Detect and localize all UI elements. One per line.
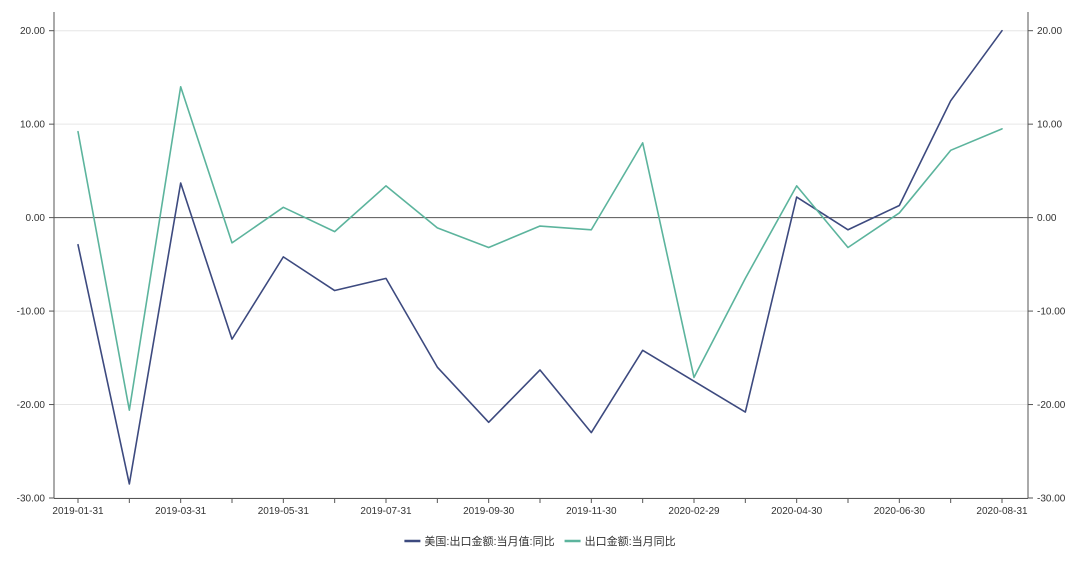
- x-tick-label: 2019-07-31: [360, 506, 412, 517]
- x-tick-label: 2020-04-30: [771, 506, 823, 517]
- legend-item-2[interactable]: 出口金额:当月同比: [565, 534, 676, 548]
- y-tick-label-left: 0.00: [26, 213, 46, 224]
- y-tick-label-right: 10.00: [1037, 120, 1062, 131]
- y-tick-label-right: 0.00: [1037, 213, 1057, 224]
- y-tick-label-left: -20.00: [17, 400, 46, 411]
- y-tick-label-right: -10.00: [1037, 307, 1066, 318]
- x-tick-label: 2019-03-31: [155, 506, 207, 517]
- y-tick-label-right: -20.00: [1037, 400, 1066, 411]
- series-lines: [78, 31, 1002, 484]
- x-tick-label: 2020-02-29: [668, 506, 720, 517]
- y-tick-label-right: -30.00: [1037, 494, 1066, 505]
- legend: 美国:出口金额:当月值:同比 出口金额:当月同比: [404, 534, 675, 548]
- x-tick-label: 2019-01-31: [52, 506, 104, 517]
- x-tick-label: 2019-05-31: [258, 506, 310, 517]
- y-tick-label-left: -10.00: [17, 307, 46, 318]
- series-line-2: [78, 87, 1002, 410]
- y-tick-label-right: 20.00: [1037, 26, 1062, 37]
- x-tick-label: 2019-11-30: [566, 506, 617, 517]
- axes: 20.00 20.00 10.00 10.00 0.00 0.00 -10.00 -10.00…: [17, 12, 1066, 517]
- y-tick-label-left: 20.00: [20, 26, 45, 37]
- y-tick-label-left: -30.00: [17, 494, 46, 505]
- grid-lines: [54, 31, 1028, 498]
- x-tick-label: 2020-06-30: [874, 506, 926, 517]
- y-tick-label-left: 10.00: [20, 120, 45, 131]
- x-tick-label: 2019-09-30: [463, 506, 515, 517]
- legend-item-1[interactable]: 美国:出口金额:当月值:同比: [404, 534, 554, 548]
- legend-label: 出口金额:当月同比: [585, 534, 676, 548]
- legend-label: 美国:出口金额:当月值:同比: [424, 534, 554, 548]
- x-tick-label: 2020-08-31: [976, 506, 1028, 517]
- series-line-1: [78, 31, 1002, 484]
